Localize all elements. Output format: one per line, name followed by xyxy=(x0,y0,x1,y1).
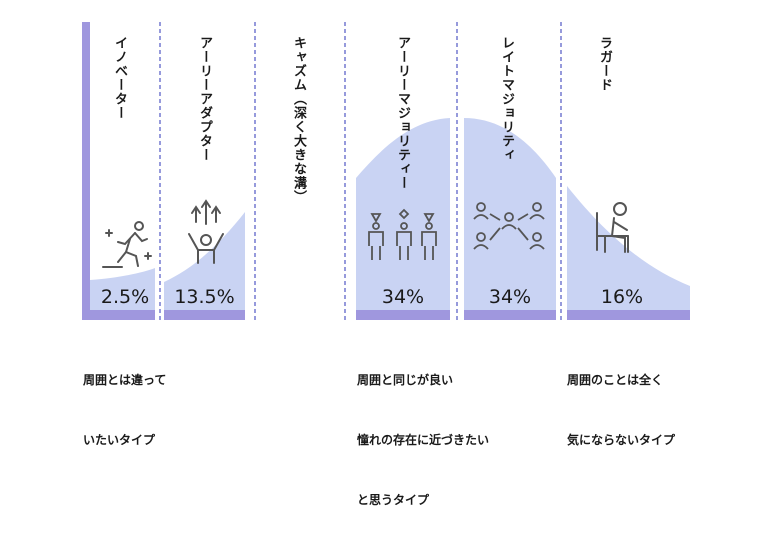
network-people-icon xyxy=(473,202,545,250)
percent-early-adopter: 13.5% xyxy=(174,286,235,308)
bar-innovator xyxy=(82,310,155,320)
label-innovator: イノベーター xyxy=(112,36,127,120)
innovator-axis-bar xyxy=(82,22,90,320)
curve-early-majority xyxy=(356,118,450,310)
curve-laggard xyxy=(567,186,690,310)
percent-laggard: 16% xyxy=(600,286,644,308)
percent-late-majority: 34% xyxy=(488,286,532,308)
desc-laggard-line-1: 周囲のことは全く xyxy=(567,373,664,387)
desc-innovator-line-1: 周囲とは違って xyxy=(83,373,167,387)
curve-late-majority xyxy=(464,118,556,310)
label-late-majority: レイトマジョリティ xyxy=(499,36,514,162)
percent-early-majority: 34% xyxy=(381,286,425,308)
curve-graphic xyxy=(82,22,690,322)
label-laggard: ラガード xyxy=(597,36,612,92)
hands-up-person-icon xyxy=(188,199,224,264)
running-person-icon xyxy=(102,221,152,268)
desc-laggard: 周囲のことは全く 気にならないタイプ xyxy=(567,330,675,490)
diffusion-diagram: イノベーター アーリーアダプター キャズム（深く大きな溝） アーリーマジョリティ… xyxy=(82,22,690,507)
bar-late-majority xyxy=(464,310,556,320)
desc-early-majority-line-1: 周囲と同じが良い xyxy=(357,373,454,387)
label-early-adopter: アーリーアダプター xyxy=(197,36,212,162)
three-people-icon xyxy=(368,208,437,260)
desc-early-majority-line-3: と思うタイプ xyxy=(357,493,430,507)
label-chasm: キャズム（深く大きな溝） xyxy=(291,36,306,204)
desc-innovator: 周囲とは違って いたいタイプ xyxy=(83,330,166,490)
percent-innovator: 2.5% xyxy=(100,286,150,308)
curve-early-adopter xyxy=(164,212,245,310)
label-early-majority: アーリーマジョリティー xyxy=(395,36,410,190)
desc-early-majority: 周囲と同じが良い 憧れの存在に近づきたい と思うタイプ xyxy=(357,330,489,550)
desc-early-majority-line-2: 憧れの存在に近づきたい xyxy=(357,433,490,447)
desc-innovator-line-2: いたいタイプ xyxy=(83,433,156,447)
bar-laggard xyxy=(567,310,690,320)
seated-person-icon xyxy=(596,202,629,253)
desc-laggard-line-2: 気にならないタイプ xyxy=(567,433,676,447)
bar-early-majority xyxy=(356,310,450,320)
bar-early-adopter xyxy=(164,310,245,320)
curve-innovator xyxy=(90,268,155,310)
